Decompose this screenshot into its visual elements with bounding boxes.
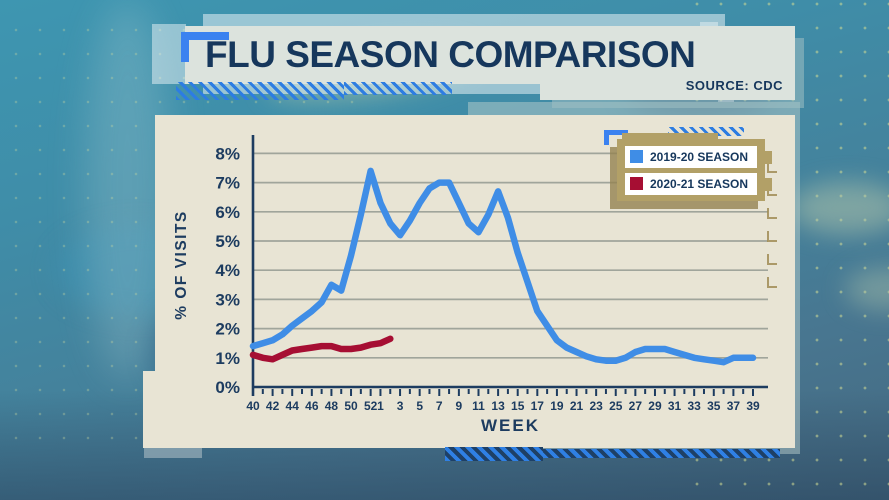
legend-label: 2020-21 SEASON xyxy=(650,176,749,191)
chart-legend: 2019-20 SEASON 2020-21 SEASON xyxy=(617,133,772,201)
title-corner-bracket-icon xyxy=(181,32,229,62)
svg-text:21: 21 xyxy=(570,399,584,413)
svg-text:23: 23 xyxy=(589,399,603,413)
l-mark-icon xyxy=(767,254,777,265)
l-mark-icon xyxy=(767,185,777,196)
svg-text:8%: 8% xyxy=(215,144,240,163)
bg-blob xyxy=(790,182,889,234)
l-mark-icon xyxy=(767,231,777,242)
svg-text:2%: 2% xyxy=(215,320,240,339)
l-mark-icon xyxy=(767,162,777,173)
bottom-hatch-decoration xyxy=(543,449,780,458)
svg-text:9: 9 xyxy=(456,399,463,413)
svg-text:33: 33 xyxy=(687,399,701,413)
svg-text:4%: 4% xyxy=(215,261,240,280)
svg-text:31: 31 xyxy=(668,399,682,413)
svg-text:39: 39 xyxy=(746,399,760,413)
svg-text:15: 15 xyxy=(511,399,525,413)
svg-text:5%: 5% xyxy=(215,232,240,251)
svg-text:48: 48 xyxy=(325,399,339,413)
title-panel-back xyxy=(152,24,186,84)
svg-text:3: 3 xyxy=(397,399,404,413)
legend-item-2019-20: 2019-20 SEASON xyxy=(625,145,757,168)
svg-text:6%: 6% xyxy=(215,203,240,222)
svg-text:37: 37 xyxy=(727,399,741,413)
svg-text:35: 35 xyxy=(707,399,721,413)
svg-text:13: 13 xyxy=(491,399,505,413)
svg-text:29: 29 xyxy=(648,399,662,413)
legend-corner-bracket-icon xyxy=(604,130,628,145)
svg-text:44: 44 xyxy=(286,399,300,413)
title-hatch-decoration xyxy=(344,82,452,95)
source-credit: SOURCE: CDC xyxy=(685,78,783,93)
svg-text:7%: 7% xyxy=(215,174,240,193)
title-panel xyxy=(185,26,740,84)
svg-text:19: 19 xyxy=(550,399,564,413)
svg-text:27: 27 xyxy=(629,399,643,413)
svg-text:52: 52 xyxy=(364,399,378,413)
legend-label: 2019-20 SEASON xyxy=(650,149,749,164)
bottom-hatch-decoration xyxy=(445,447,543,461)
legend-item-2020-21: 2020-21 SEASON xyxy=(625,172,757,195)
svg-text:17: 17 xyxy=(531,399,545,413)
svg-text:1%: 1% xyxy=(215,349,240,368)
svg-text:1: 1 xyxy=(377,399,384,413)
legend-hatch-decoration xyxy=(668,127,744,136)
svg-text:25: 25 xyxy=(609,399,623,413)
svg-text:7: 7 xyxy=(436,399,443,413)
svg-text:46: 46 xyxy=(305,399,319,413)
svg-text:0%: 0% xyxy=(215,378,240,397)
title-hatch-decoration xyxy=(176,82,344,100)
l-mark-icon xyxy=(767,277,777,288)
legend-swatch-red xyxy=(630,177,643,190)
svg-text:3%: 3% xyxy=(215,290,240,309)
svg-text:% OF VISITS: % OF VISITS xyxy=(173,210,190,320)
svg-text:40: 40 xyxy=(246,399,260,413)
l-mark-icon xyxy=(767,208,777,219)
svg-text:50: 50 xyxy=(344,399,358,413)
page-title: FLU SEASON COMPARISON xyxy=(205,34,696,75)
chart-panel-step xyxy=(143,371,157,448)
svg-text:WEEK: WEEK xyxy=(481,416,540,435)
svg-text:42: 42 xyxy=(266,399,280,413)
svg-text:11: 11 xyxy=(472,399,485,413)
svg-text:5: 5 xyxy=(416,399,423,413)
legend-swatch-blue xyxy=(630,150,643,163)
